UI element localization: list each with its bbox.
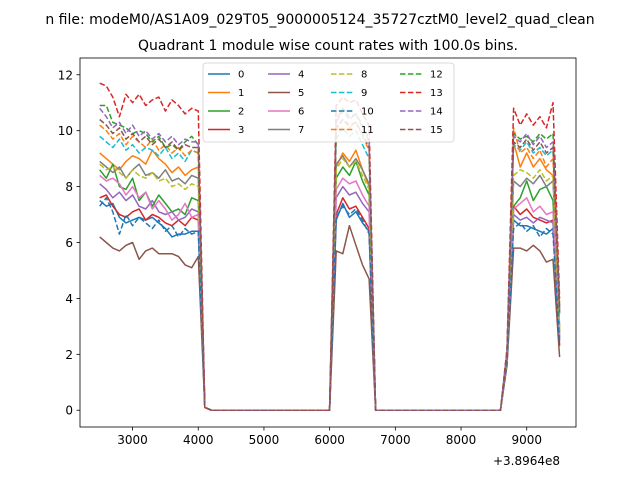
x-tick-label: 8000 xyxy=(446,433,477,447)
series-line-8 xyxy=(99,157,561,411)
legend-label-12: 12 xyxy=(430,70,443,81)
legend-label-8: 8 xyxy=(361,70,367,81)
chart-title: Quadrant 1 module wise count rates with … xyxy=(138,38,518,54)
y-tick-label: 10 xyxy=(58,124,73,138)
legend-label-2: 2 xyxy=(238,107,244,118)
legend-label-10: 10 xyxy=(361,107,374,118)
series-line-9 xyxy=(99,127,561,411)
legend-label-7: 7 xyxy=(298,125,304,136)
series-line-15 xyxy=(99,118,561,411)
legend-label-14: 14 xyxy=(430,107,443,118)
series-line-12 xyxy=(99,104,561,411)
series-line-11 xyxy=(99,118,561,411)
y-tick-label: 0 xyxy=(65,404,73,418)
legend-label-9: 9 xyxy=(361,88,367,99)
legend-label-15: 15 xyxy=(430,125,443,136)
legend-box xyxy=(202,62,455,143)
y-tick-label: 4 xyxy=(65,292,73,306)
x-tick-label: 3000 xyxy=(117,433,148,447)
plot-area: 3000 4000 5000 6000 7000 8000 9000024681012+3.… xyxy=(58,57,577,468)
y-tick-label: 12 xyxy=(58,68,73,82)
legend-label-3: 3 xyxy=(238,125,244,136)
series-line-14 xyxy=(99,107,561,411)
series-line-2 xyxy=(99,160,561,411)
legend-label-1: 1 xyxy=(238,88,244,99)
x-tick-label: 9000 xyxy=(511,433,542,447)
y-tick-label: 2 xyxy=(65,348,73,362)
legend-label-13: 13 xyxy=(430,88,443,99)
legend-label-11: 11 xyxy=(361,125,374,136)
x-offset-label: +3.8964e8 xyxy=(493,454,560,468)
x-tick-label: 4000 xyxy=(183,433,214,447)
legend-label-5: 5 xyxy=(298,88,304,99)
legend-label-0: 0 xyxy=(238,70,244,81)
series-line-7 xyxy=(99,155,561,411)
y-tick-label: 8 xyxy=(65,180,73,194)
x-tick-label: 6000 xyxy=(314,433,345,447)
legend-label-4: 4 xyxy=(298,70,304,81)
x-tick-label: 5000 xyxy=(249,433,280,447)
legend-label-6: 6 xyxy=(298,107,304,118)
x-tick-label: 7000 xyxy=(380,433,411,447)
y-tick-label: 6 xyxy=(65,236,73,250)
figure-suptitle: n file: modeM0/AS1A09_029T05_9000005124_… xyxy=(45,12,594,28)
